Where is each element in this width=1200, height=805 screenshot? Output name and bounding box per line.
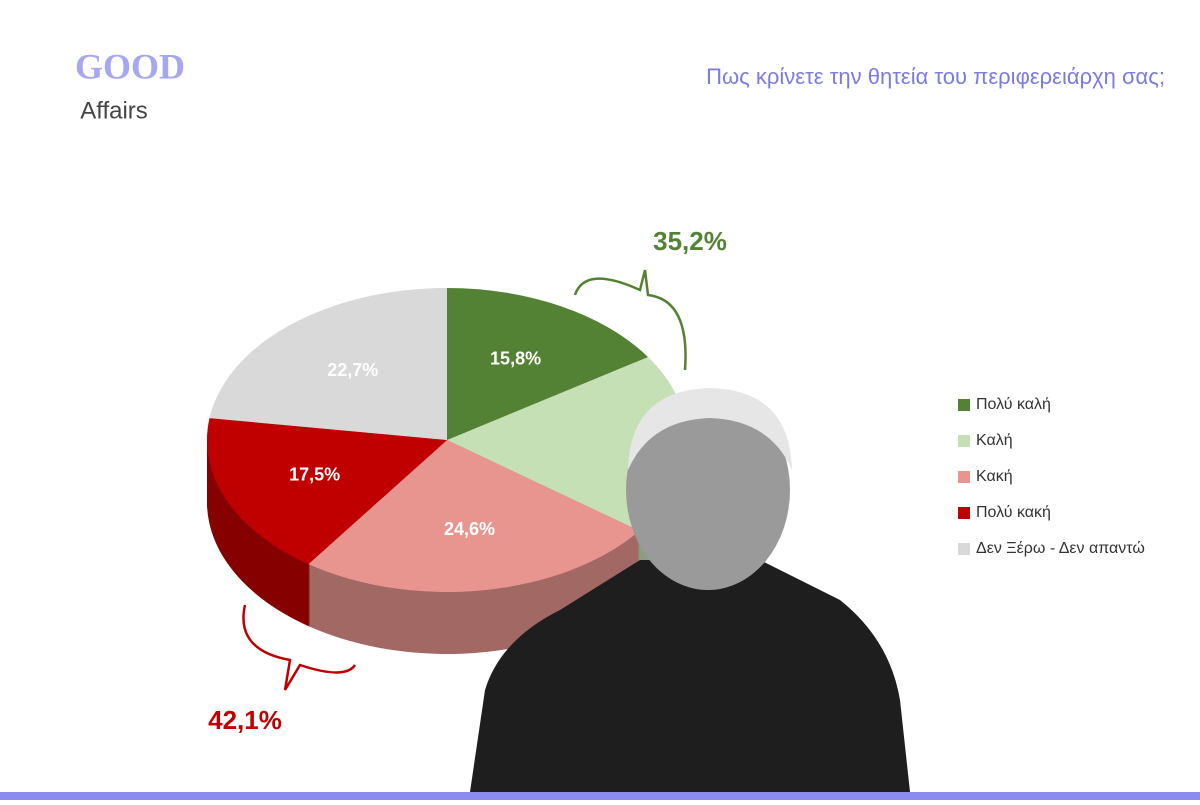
group-label: 42,1% xyxy=(208,705,282,735)
bracket xyxy=(573,269,687,371)
legend-label: Πολύ κακή xyxy=(976,504,1051,521)
slice xyxy=(206,418,447,565)
slice xyxy=(308,440,640,592)
data-label: 15,8% xyxy=(490,349,541,369)
slice xyxy=(447,288,649,440)
legend-label: Πολύ καλή xyxy=(976,396,1051,413)
legend-swatch xyxy=(958,435,970,447)
data-label: 17,5% xyxy=(289,465,340,485)
group-label: 35,2% xyxy=(653,226,727,256)
slice xyxy=(209,288,447,440)
legend-swatch xyxy=(958,543,970,555)
legend-label: Κακή xyxy=(976,468,1013,485)
chart-title: Πως κρίνετε την θητεία του περιφερειάρχη… xyxy=(706,64,1165,89)
photo-body xyxy=(470,560,910,792)
legend-label: Καλή xyxy=(976,432,1013,449)
pie: 15,8% 24,6% 17,5% 22,7% xyxy=(206,288,688,655)
legend: Πολύ καλή Καλή Κακή Πολύ κακή Δεν Ξέρω - Δεν… xyxy=(958,396,1145,557)
bottom-bar xyxy=(0,792,1200,800)
photo xyxy=(470,388,910,792)
annotations: 35,2% 42,1% xyxy=(208,226,727,735)
logo-top: GOOD xyxy=(75,46,185,86)
legend-swatch xyxy=(958,507,970,519)
data-label: 24,6% xyxy=(444,519,495,539)
legend-swatch xyxy=(958,471,970,483)
legend-label: Δεν Ξέρω - Δεν απαντώ xyxy=(976,540,1145,557)
logo-bottom: Affairs xyxy=(80,97,148,124)
bracket xyxy=(242,604,357,691)
data-label: 22,7% xyxy=(327,360,378,380)
photo-hair xyxy=(628,388,792,470)
legend-swatch xyxy=(958,399,970,411)
photo-head xyxy=(626,390,790,590)
